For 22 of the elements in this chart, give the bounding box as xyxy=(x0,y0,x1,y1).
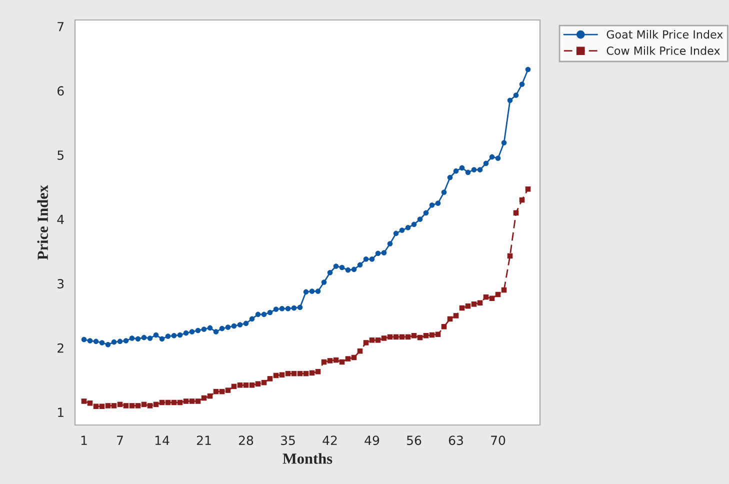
x-tick-label: 7 xyxy=(117,436,123,445)
x-tick-label: 70 xyxy=(491,436,506,446)
y-tick-label: 1 xyxy=(58,408,64,417)
x-tick-label: 49 xyxy=(364,436,380,446)
y-tick-label: 5 xyxy=(58,150,64,160)
y-axis-title: Price Index xyxy=(37,185,48,260)
x-tick-label: 28 xyxy=(238,436,254,446)
x-axis-title: Months xyxy=(282,453,332,464)
x-tick-label: 35 xyxy=(281,436,295,446)
y-tick-label: 2 xyxy=(58,343,64,353)
x-tick-label: 63 xyxy=(448,436,463,446)
y-tick-label: 4 xyxy=(57,214,64,224)
y-tick-label: 6 xyxy=(58,86,64,96)
x-tick-label: 56 xyxy=(407,436,422,446)
x-tick-label: 1 xyxy=(81,436,87,445)
y-tick-label: 3 xyxy=(58,279,64,288)
legend-label: Goat Milk Price Index xyxy=(606,30,723,39)
legend-label: Cow Milk Price Index xyxy=(606,46,720,55)
y-tick-label: 7 xyxy=(58,22,64,32)
x-tick-label: 21 xyxy=(196,436,211,445)
x-tick-label: 14 xyxy=(155,436,170,445)
x-tick-label: 42 xyxy=(322,436,337,445)
